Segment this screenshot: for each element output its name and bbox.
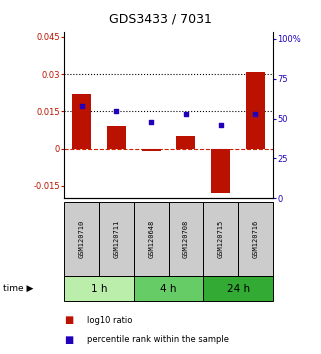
Text: GSM120710: GSM120710 (79, 220, 85, 258)
Text: GDS3433 / 7031: GDS3433 / 7031 (109, 12, 212, 25)
Text: 4 h: 4 h (160, 284, 177, 293)
Text: 1 h: 1 h (91, 284, 107, 293)
Text: ■: ■ (64, 315, 74, 325)
Bar (176, 136, 195, 149)
Point (149, 119, 154, 125)
Point (79, 103, 84, 109)
Bar (72, 94, 91, 149)
Bar (211, 149, 230, 193)
Text: percentile rank within the sample: percentile rank within the sample (87, 335, 229, 344)
Text: log10 ratio: log10 ratio (87, 316, 132, 325)
Point (218, 122, 223, 128)
Point (114, 108, 119, 113)
Text: ■: ■ (64, 335, 74, 345)
Text: time ▶: time ▶ (3, 284, 34, 293)
Text: GSM120708: GSM120708 (183, 220, 189, 258)
Text: 24 h: 24 h (227, 284, 250, 293)
Bar (107, 126, 126, 149)
Text: GSM120716: GSM120716 (252, 220, 258, 258)
Point (253, 111, 258, 116)
Point (183, 111, 188, 116)
Bar (246, 72, 265, 149)
Bar (142, 149, 161, 151)
Text: GSM120648: GSM120648 (148, 220, 154, 258)
Text: GSM120715: GSM120715 (218, 220, 224, 258)
Text: GSM120711: GSM120711 (113, 220, 119, 258)
